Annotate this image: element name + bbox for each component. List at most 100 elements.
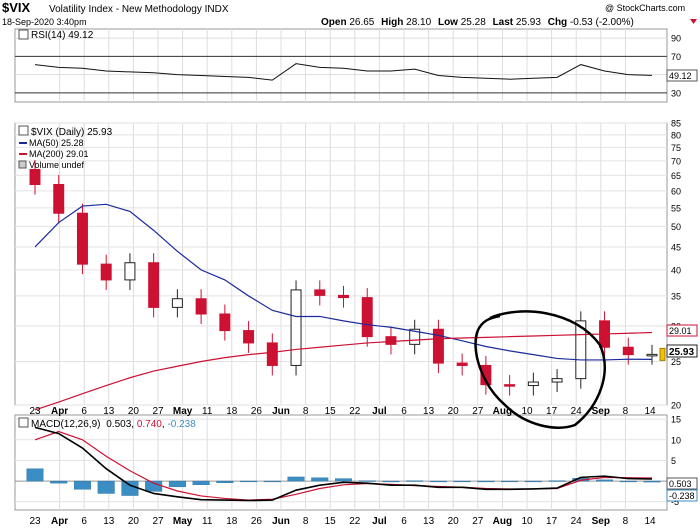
price-legend-ma50: MA(50) 25.28 [29,138,84,148]
x-tick-label-bottom-13: 22 [349,516,361,527]
last-label: Last [493,17,514,28]
macd-value-box-2 [666,489,698,502]
macd-hist-bar-6 [168,480,186,488]
macd-value-box-2-text: -0.238 [669,491,695,501]
macd-value-box-1 [666,477,698,490]
x-tick-label-bottom-9: 26 [251,516,263,527]
ohlc-line: Open 26.65 High 28.10 Low 25.28 Last 25.… [321,17,634,28]
x-tick-label-10: Jun [272,406,290,417]
x-tick-label-6: May [173,406,193,417]
chg-value: -0.53 (-2.00%) [570,17,634,28]
macd-hist-bar-21 [524,480,542,483]
rsi-legend-swatch [18,29,29,40]
volume-legend-swatch [18,160,27,169]
x-tick-label-bottom-6: May [173,516,193,527]
candle-body-12 [314,289,326,296]
macd-hist-bar-7 [192,480,210,486]
x-tick-label-8: 18 [226,406,238,417]
candle-body-21 [527,381,539,387]
macd-value-box-1-text: 0.503 [669,479,692,489]
candle-body-22 [551,378,563,383]
x-tick-label-5: 27 [152,406,164,417]
macd-hist-bar-10 [263,480,281,483]
price-tick-60: 60 [671,186,681,196]
candle-body-1 [53,183,65,214]
macd-hist-bar-18 [453,480,471,483]
candle-body-23 [575,320,587,380]
ma200-line [34,331,653,411]
macd-hist-bar-20 [501,480,519,483]
price-legend-vix: $VIX (Daily) 25.93 [31,127,113,138]
x-tick-label-1: Apr [51,406,68,417]
x-tick-label-25: 14 [644,406,656,417]
macd-hist-bar-15 [382,480,400,483]
x-tick-label-23: Sep [592,406,610,417]
macd-value-hist: -0.238 [167,419,196,430]
chg-label: Chg [548,17,567,28]
ma200-value-box-text: 29.01 [669,326,692,336]
x-tick-label-bottom-17: 20 [448,516,460,527]
x-tick-label-9: 26 [251,406,263,417]
macd-value-macd: 0.503 [106,419,131,430]
rsi-tick-70: 70 [671,52,681,62]
candle-body-17 [432,328,444,364]
stockcharts-watermark: @ StockCharts.com [605,3,685,13]
x-tick-label-bottom-7: 11 [202,516,213,527]
candle-body-11 [290,289,302,366]
price-tick-75: 75 [671,143,681,153]
candle-body-16 [409,328,421,345]
macd-hist-bar-25 [619,480,637,483]
macd-hist-bar-0 [26,468,44,482]
x-tick-label-12: 15 [325,406,337,417]
macd-hist-bar-14 [358,480,376,482]
price-tick-25: 25 [671,357,681,367]
hand-drawn-circle-annotation [474,310,606,429]
x-tick-label-bottom-18: 27 [472,516,484,527]
macd-hist-bar-12 [311,477,329,482]
candle-body-13 [338,294,349,299]
ma200-value-box [666,324,698,337]
x-tick-label-bottom-22: 24 [571,516,583,527]
rsi-panel [14,28,668,103]
candle-body-5 [148,262,160,308]
rsi-layer [34,63,653,81]
candle-body-25 [622,346,634,356]
header-symbol: $VIX [2,0,31,15]
x-tick-label-14: Jul [372,406,387,417]
candle-body-8 [219,313,231,332]
rsi-tick-30: 30 [671,88,681,98]
x-tick-label-24: 8 [623,406,629,417]
axis-layer: 23 23 Apr Apr 6 6 13 13 20 20 27 27 May May 11 11 18 18 26… [29,34,681,527]
macd-hist-bar-1 [50,480,68,484]
x-tick-label-15: 6 [401,406,407,417]
candle-body-26 [646,353,658,357]
macd-value-signal: 0.740 [137,419,162,430]
x-tick-label-0: 23 [29,406,41,417]
header-date: 18-Sep-2020 3:40pm [2,17,87,27]
low-label: Low [438,17,458,28]
x-tick-label-7: 11 [202,406,213,417]
low-value: 25.28 [461,17,486,28]
x-tick-label-2: 6 [81,406,87,417]
price-legend-swatch [18,125,29,136]
macd-hist-bar-26 [643,480,661,483]
x-tick-label-bottom-24: 8 [623,516,629,527]
price-tick-35: 35 [671,291,681,301]
macd-hist-bar-17 [429,480,447,483]
macd-sep-1: , [131,419,134,430]
last-value: 25.93 [516,17,541,28]
macd-hist-bar-22 [548,480,566,482]
x-tick-label-bottom-2: 6 [81,516,87,527]
candle-body-15 [385,336,397,345]
x-tick-label-bottom-10: Jun [272,516,290,527]
x-tick-label-bottom-4: 20 [128,516,140,527]
high-label: High [381,17,403,28]
candle-body-2 [76,212,88,265]
x-tick-label-22: 24 [571,406,583,417]
macd-label: MACD(12,26,9) 0.503, 0.740, -0.238 [31,419,196,430]
x-tick-label-bottom-0: 23 [29,516,41,527]
x-tick-label-bottom-12: 15 [325,516,337,527]
price-tick-80: 80 [671,130,681,140]
